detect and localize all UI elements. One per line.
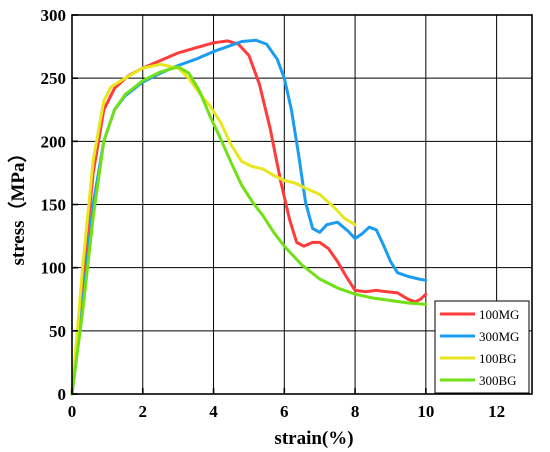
- y-tick-label: 100: [41, 259, 67, 278]
- series-lines: [70, 38, 428, 396]
- x-tick-label: 8: [351, 402, 360, 421]
- y-tick-label: 250: [41, 69, 67, 88]
- y-tick-label: 200: [41, 132, 67, 151]
- tick-labels: 0 2 4 6 8 10 12 0 50 100 150 200 250 300: [41, 6, 506, 421]
- x-tick-label: 4: [209, 402, 218, 421]
- legend: 100MG 300MG 100BG 300BG: [434, 300, 530, 394]
- x-tick-label: 10: [417, 402, 434, 421]
- x-tick-label: 2: [139, 402, 148, 421]
- y-tick-label: 0: [58, 385, 67, 404]
- legend-label-100mg: 100MG: [479, 307, 519, 322]
- series-line-300bg: [70, 65, 428, 396]
- x-tick-label: 0: [68, 402, 77, 421]
- legend-label-300mg: 300MG: [479, 329, 519, 344]
- x-tick-label: 12: [488, 402, 505, 421]
- y-axis-title: stress（MPa）: [6, 143, 29, 265]
- y-tick-label: 50: [49, 322, 66, 341]
- x-axis-title: strain(%): [274, 428, 353, 449]
- legend-label-100bg: 100BG: [479, 351, 517, 366]
- y-tick-label: 150: [41, 196, 67, 215]
- y-tick-label: 300: [41, 6, 67, 25]
- legend-label-300bg: 300BG: [479, 373, 517, 388]
- x-tick-label: 6: [280, 402, 289, 421]
- legend-box: [434, 300, 530, 394]
- series-line-100bg: [70, 62, 357, 396]
